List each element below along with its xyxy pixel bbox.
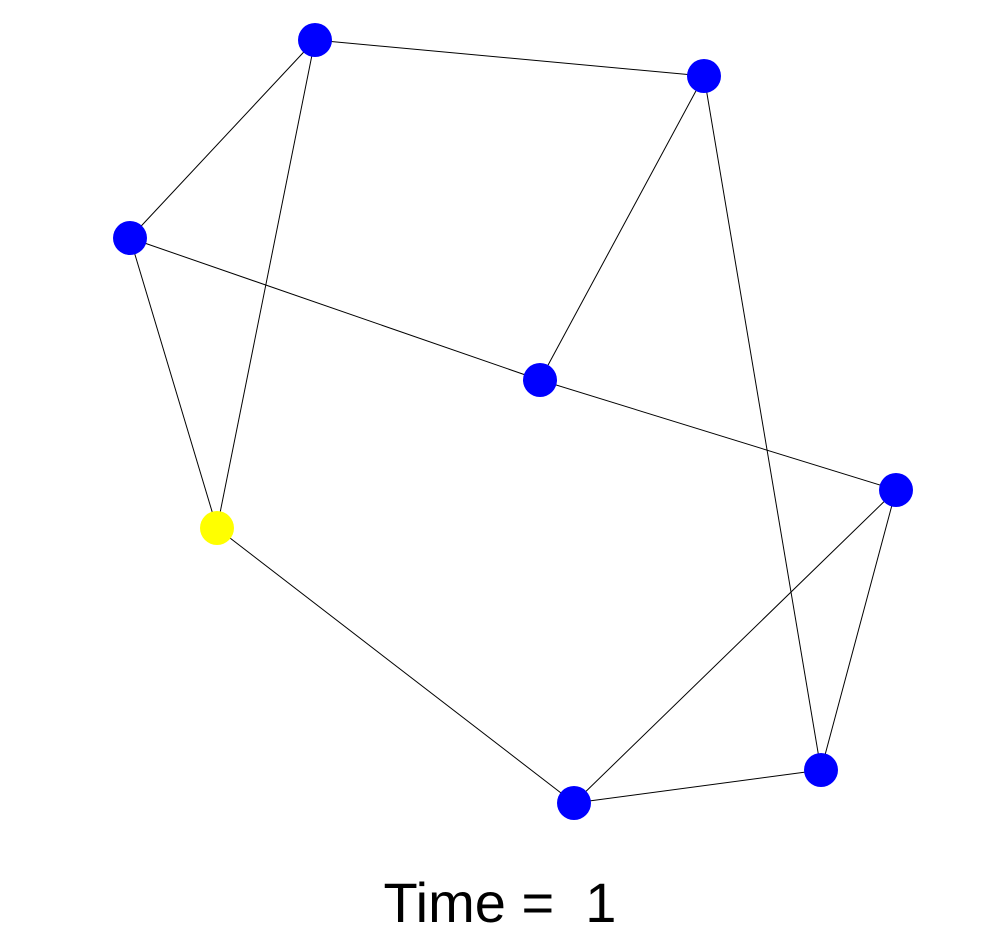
time-caption-value: 1 bbox=[585, 871, 617, 934]
edge-n4-n5 bbox=[539, 379, 897, 491]
node-n4 bbox=[523, 363, 557, 397]
edge-n5-n6 bbox=[820, 489, 897, 771]
edge-n2-n6 bbox=[703, 75, 822, 771]
node-n1 bbox=[298, 23, 332, 57]
edge-n1-n2 bbox=[314, 39, 705, 77]
node-n6 bbox=[804, 753, 838, 787]
node-n8 bbox=[557, 786, 591, 820]
edge-n6-n8 bbox=[573, 769, 822, 804]
edge-n1-n7 bbox=[216, 39, 316, 529]
graph-nodes bbox=[113, 23, 913, 820]
edge-n7-n8 bbox=[216, 527, 575, 804]
node-n5 bbox=[879, 473, 913, 507]
time-caption: Time = 1 bbox=[0, 868, 1000, 938]
node-n7-active bbox=[200, 511, 234, 545]
graph-edges bbox=[129, 39, 897, 804]
node-n2 bbox=[687, 59, 721, 93]
edge-n5-n8 bbox=[573, 489, 897, 804]
time-caption-prefix: Time = bbox=[383, 871, 570, 934]
edge-n2-n4 bbox=[539, 75, 705, 381]
edge-n3-n4 bbox=[129, 237, 541, 381]
node-n3 bbox=[113, 221, 147, 255]
edge-n3-n7 bbox=[129, 237, 218, 529]
edge-n1-n3 bbox=[129, 39, 316, 239]
